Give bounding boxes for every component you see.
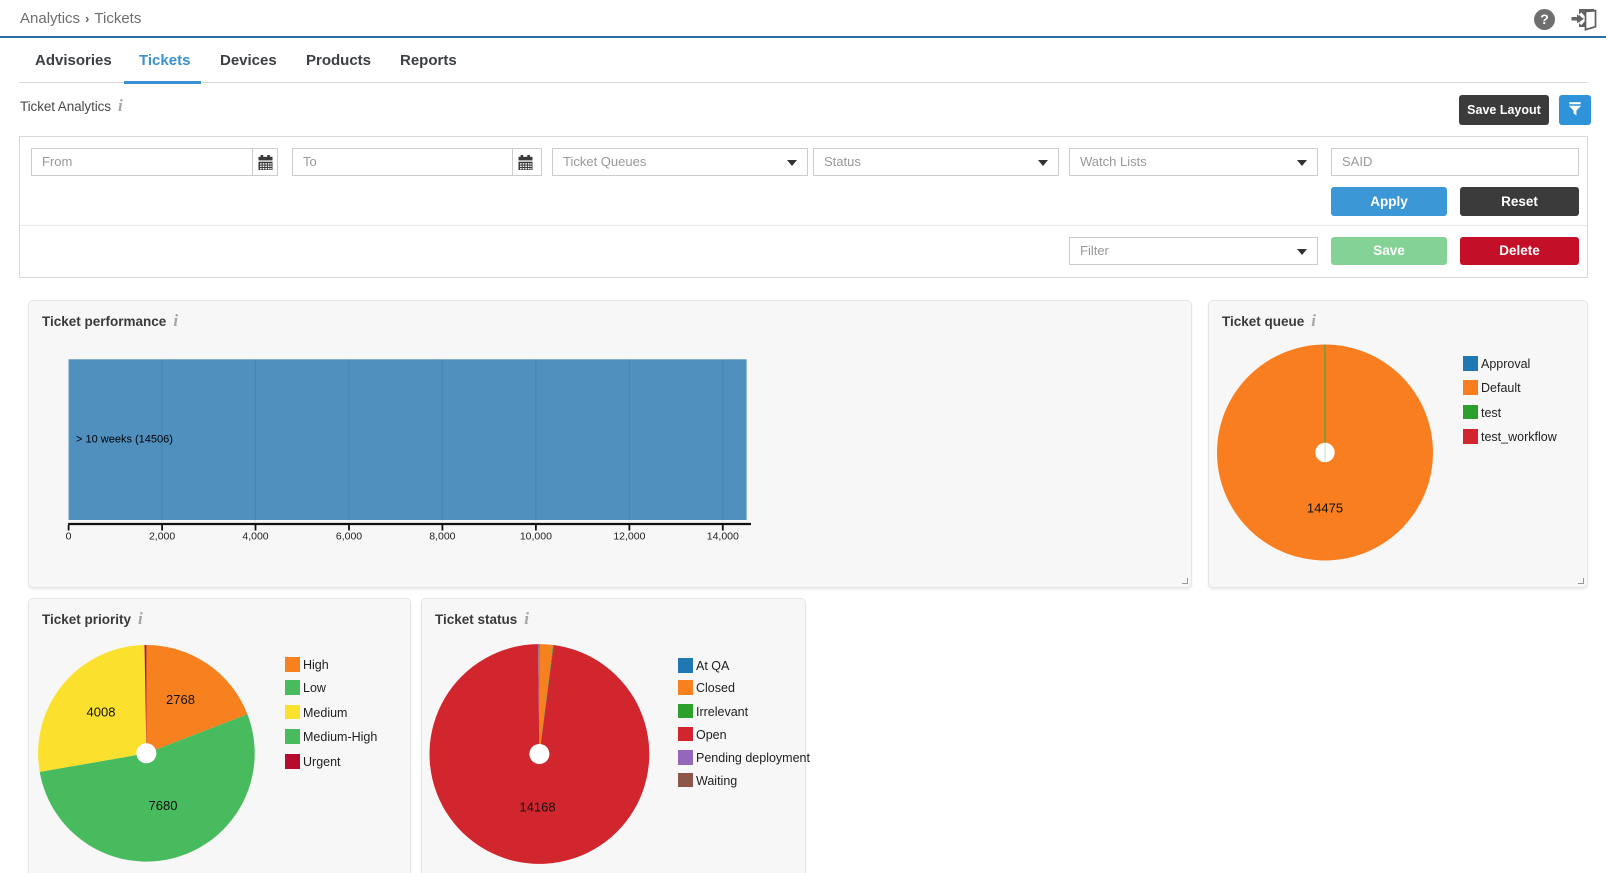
- svg-text:4,000: 4,000: [242, 531, 268, 543]
- svg-text:8,000: 8,000: [429, 531, 455, 543]
- svg-text:2768: 2768: [166, 692, 195, 707]
- svg-text:6,000: 6,000: [336, 531, 362, 543]
- svg-text:7680: 7680: [149, 798, 178, 813]
- svg-text:14168: 14168: [519, 800, 555, 815]
- svg-text:10,000: 10,000: [520, 531, 552, 543]
- svg-text:14475: 14475: [1307, 501, 1343, 516]
- svg-text:0: 0: [66, 531, 72, 543]
- svg-text:14,000: 14,000: [707, 531, 739, 543]
- svg-text:4008: 4008: [87, 705, 116, 720]
- svg-text:2,000: 2,000: [149, 531, 175, 543]
- svg-text:> 10 weeks (14506): > 10 weeks (14506): [76, 434, 173, 446]
- svg-text:12,000: 12,000: [613, 531, 645, 543]
